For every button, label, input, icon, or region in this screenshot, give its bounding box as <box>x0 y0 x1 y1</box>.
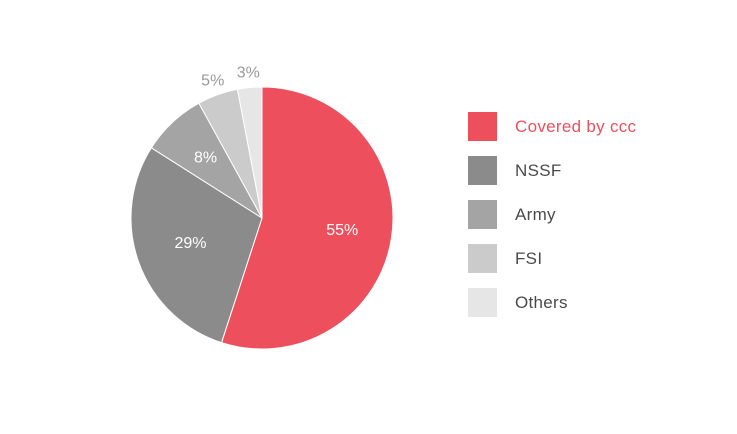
pie-slice-others <box>236 86 263 219</box>
pie-slice-nssf <box>130 147 263 344</box>
pie-label-others: 3% <box>237 65 260 82</box>
legend-swatch <box>468 244 497 273</box>
legend-item-covered-by-ccc: Covered by ccc <box>468 111 728 142</box>
legend-item-nssf: NSSF <box>468 155 728 186</box>
pie-labels: 55% 29% 8% 5% 3% <box>174 65 358 253</box>
legend-label: Others <box>515 292 568 312</box>
legend-swatch <box>468 288 497 317</box>
pie-slice-covered-by-ccc <box>220 86 394 350</box>
legend: Covered by ccc NSSF Army FSI Others <box>468 111 728 331</box>
legend-swatch <box>468 156 497 185</box>
legend-item-others: Others <box>468 287 728 318</box>
legend-label: FSI <box>515 248 543 268</box>
legend-swatch <box>468 112 497 141</box>
legend-label: Covered by ccc <box>515 116 637 136</box>
legend-swatch <box>468 200 497 229</box>
pie-label-fsi: 5% <box>201 73 224 90</box>
legend-label: Army <box>515 204 556 224</box>
pie-label-covered-by-ccc: 55% <box>326 222 358 239</box>
legend-label: NSSF <box>515 160 562 180</box>
pie-label-army: 8% <box>194 149 217 166</box>
pie-label-nssf: 29% <box>174 235 206 252</box>
pie-slices <box>130 86 394 350</box>
legend-item-fsi: FSI <box>468 243 728 274</box>
legend-item-army: Army <box>468 199 728 230</box>
